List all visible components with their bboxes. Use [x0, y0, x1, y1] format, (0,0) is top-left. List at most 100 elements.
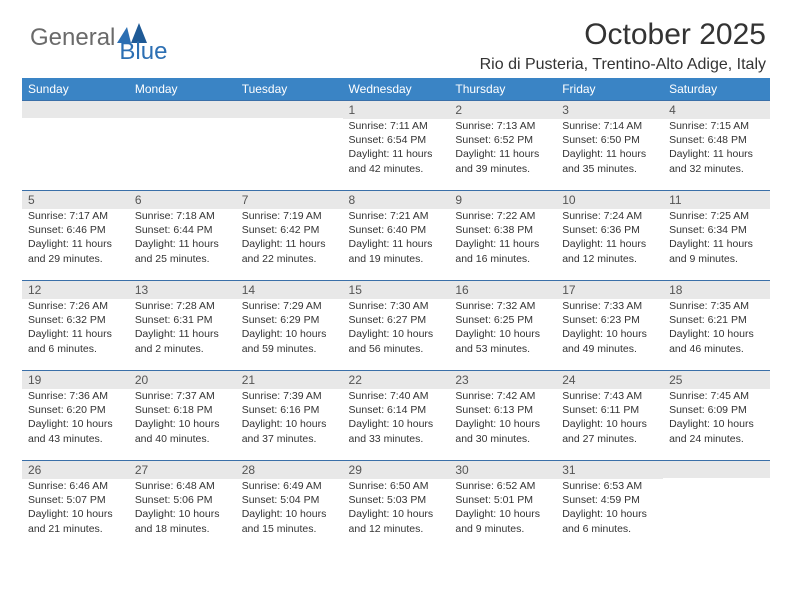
sunset-line: Sunset: 4:59 PM	[562, 493, 657, 507]
sunset-line: Sunset: 6:50 PM	[562, 133, 657, 147]
day-number-empty	[236, 100, 343, 118]
daylight-line-2: and 29 minutes.	[28, 252, 123, 266]
day-details: Sunrise: 7:35 AMSunset: 6:21 PMDaylight:…	[663, 299, 770, 360]
daylight-line-2: and 40 minutes.	[135, 432, 230, 446]
day-number: 14	[236, 280, 343, 299]
day-number: 10	[556, 190, 663, 209]
day-details: Sunrise: 7:21 AMSunset: 6:40 PMDaylight:…	[343, 209, 450, 270]
day-number: 30	[449, 460, 556, 479]
day-details: Sunrise: 7:40 AMSunset: 6:14 PMDaylight:…	[343, 389, 450, 450]
sunset-line: Sunset: 6:16 PM	[242, 403, 337, 417]
day-details: Sunrise: 7:24 AMSunset: 6:36 PMDaylight:…	[556, 209, 663, 270]
day-details: Sunrise: 6:46 AMSunset: 5:07 PMDaylight:…	[22, 479, 129, 540]
sunrise-line: Sunrise: 7:33 AM	[562, 299, 657, 313]
sunset-line: Sunset: 6:20 PM	[28, 403, 123, 417]
day-details: Sunrise: 7:19 AMSunset: 6:42 PMDaylight:…	[236, 209, 343, 270]
day-number: 27	[129, 460, 236, 479]
calendar-cell: 29Sunrise: 6:50 AMSunset: 5:03 PMDayligh…	[343, 460, 450, 550]
sunset-line: Sunset: 6:29 PM	[242, 313, 337, 327]
day-number: 24	[556, 370, 663, 389]
day-details: Sunrise: 6:53 AMSunset: 4:59 PMDaylight:…	[556, 479, 663, 540]
sunset-line: Sunset: 6:09 PM	[669, 403, 764, 417]
sunrise-line: Sunrise: 7:13 AM	[455, 119, 550, 133]
sunset-line: Sunset: 6:11 PM	[562, 403, 657, 417]
calendar-cell	[663, 460, 770, 550]
day-details: Sunrise: 7:26 AMSunset: 6:32 PMDaylight:…	[22, 299, 129, 360]
calendar-week-row: 19Sunrise: 7:36 AMSunset: 6:20 PMDayligh…	[22, 370, 770, 460]
day-number: 23	[449, 370, 556, 389]
day-number: 16	[449, 280, 556, 299]
sunset-line: Sunset: 6:31 PM	[135, 313, 230, 327]
calendar-cell: 18Sunrise: 7:35 AMSunset: 6:21 PMDayligh…	[663, 280, 770, 370]
daylight-line-2: and 33 minutes.	[349, 432, 444, 446]
daylight-line-2: and 32 minutes.	[669, 162, 764, 176]
day-number: 7	[236, 190, 343, 209]
sunrise-line: Sunrise: 6:53 AM	[562, 479, 657, 493]
month-title: October 2025	[480, 18, 766, 52]
calendar-cell	[22, 100, 129, 190]
daylight-line-1: Daylight: 10 hours	[562, 507, 657, 521]
sunrise-line: Sunrise: 7:32 AM	[455, 299, 550, 313]
day-number: 29	[343, 460, 450, 479]
title-block: October 2025 Rio di Pusteria, Trentino-A…	[480, 18, 766, 76]
sunset-line: Sunset: 6:36 PM	[562, 223, 657, 237]
daylight-line-2: and 15 minutes.	[242, 522, 337, 536]
daylight-line-2: and 56 minutes.	[349, 342, 444, 356]
daylight-line-2: and 37 minutes.	[242, 432, 337, 446]
daylight-line-1: Daylight: 10 hours	[562, 327, 657, 341]
calendar-cell: 4Sunrise: 7:15 AMSunset: 6:48 PMDaylight…	[663, 100, 770, 190]
sunset-line: Sunset: 5:03 PM	[349, 493, 444, 507]
calendar-cell: 5Sunrise: 7:17 AMSunset: 6:46 PMDaylight…	[22, 190, 129, 280]
daylight-line-1: Daylight: 10 hours	[455, 327, 550, 341]
daylight-line-1: Daylight: 10 hours	[242, 327, 337, 341]
header-row: General Blue October 2025 Rio di Pusteri…	[22, 18, 770, 76]
day-details: Sunrise: 7:43 AMSunset: 6:11 PMDaylight:…	[556, 389, 663, 450]
sunset-line: Sunset: 6:48 PM	[669, 133, 764, 147]
day-number: 21	[236, 370, 343, 389]
weekday-header: Sunday	[22, 78, 129, 100]
sunrise-line: Sunrise: 6:50 AM	[349, 479, 444, 493]
daylight-line-1: Daylight: 11 hours	[455, 147, 550, 161]
day-number: 2	[449, 100, 556, 119]
sunset-line: Sunset: 6:40 PM	[349, 223, 444, 237]
calendar-cell: 25Sunrise: 7:45 AMSunset: 6:09 PMDayligh…	[663, 370, 770, 460]
calendar-cell: 26Sunrise: 6:46 AMSunset: 5:07 PMDayligh…	[22, 460, 129, 550]
sunrise-line: Sunrise: 6:46 AM	[28, 479, 123, 493]
sunset-line: Sunset: 5:04 PM	[242, 493, 337, 507]
calendar-week-row: 26Sunrise: 6:46 AMSunset: 5:07 PMDayligh…	[22, 460, 770, 550]
calendar-cell: 17Sunrise: 7:33 AMSunset: 6:23 PMDayligh…	[556, 280, 663, 370]
day-number: 5	[22, 190, 129, 209]
day-details: Sunrise: 7:11 AMSunset: 6:54 PMDaylight:…	[343, 119, 450, 180]
logo-text-blue: Blue	[119, 38, 167, 66]
daylight-line-2: and 59 minutes.	[242, 342, 337, 356]
sunrise-line: Sunrise: 7:45 AM	[669, 389, 764, 403]
weekday-header: Tuesday	[236, 78, 343, 100]
daylight-line-2: and 9 minutes.	[455, 522, 550, 536]
day-details: Sunrise: 6:50 AMSunset: 5:03 PMDaylight:…	[343, 479, 450, 540]
calendar-cell: 2Sunrise: 7:13 AMSunset: 6:52 PMDaylight…	[449, 100, 556, 190]
daylight-line-1: Daylight: 11 hours	[562, 147, 657, 161]
sunset-line: Sunset: 6:32 PM	[28, 313, 123, 327]
calendar-cell: 27Sunrise: 6:48 AMSunset: 5:06 PMDayligh…	[129, 460, 236, 550]
daylight-line-2: and 22 minutes.	[242, 252, 337, 266]
day-number: 8	[343, 190, 450, 209]
daylight-line-1: Daylight: 11 hours	[28, 327, 123, 341]
sunrise-line: Sunrise: 7:43 AM	[562, 389, 657, 403]
daylight-line-1: Daylight: 10 hours	[242, 507, 337, 521]
sunset-line: Sunset: 6:52 PM	[455, 133, 550, 147]
day-number: 18	[663, 280, 770, 299]
sunrise-line: Sunrise: 7:36 AM	[28, 389, 123, 403]
calendar-table: Sunday Monday Tuesday Wednesday Thursday…	[22, 78, 770, 550]
day-details: Sunrise: 6:52 AMSunset: 5:01 PMDaylight:…	[449, 479, 556, 540]
sunrise-line: Sunrise: 6:49 AM	[242, 479, 337, 493]
daylight-line-2: and 6 minutes.	[562, 522, 657, 536]
sunrise-line: Sunrise: 7:25 AM	[669, 209, 764, 223]
calendar-cell: 21Sunrise: 7:39 AMSunset: 6:16 PMDayligh…	[236, 370, 343, 460]
sunset-line: Sunset: 6:21 PM	[669, 313, 764, 327]
sunrise-line: Sunrise: 7:30 AM	[349, 299, 444, 313]
day-details: Sunrise: 7:45 AMSunset: 6:09 PMDaylight:…	[663, 389, 770, 450]
calendar-cell: 28Sunrise: 6:49 AMSunset: 5:04 PMDayligh…	[236, 460, 343, 550]
sunset-line: Sunset: 6:18 PM	[135, 403, 230, 417]
daylight-line-1: Daylight: 10 hours	[28, 507, 123, 521]
daylight-line-2: and 42 minutes.	[349, 162, 444, 176]
